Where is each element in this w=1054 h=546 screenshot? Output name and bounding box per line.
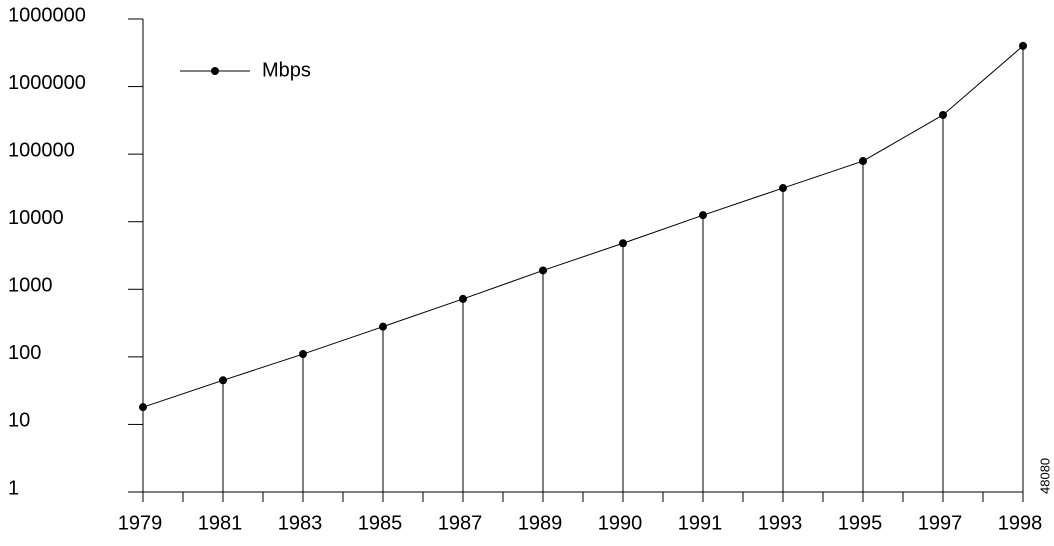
point: [459, 294, 467, 303]
legend-label: Mbps: [262, 59, 311, 81]
x-tick-label: 1998: [998, 512, 1043, 534]
x-tick-label: 1985: [358, 512, 403, 534]
y-tick-label: 1000000: [8, 4, 86, 26]
x-tick-label: 1981: [198, 512, 243, 534]
x-tick-label: 1989: [518, 512, 563, 534]
y-tick-label: 1000000: [8, 72, 86, 94]
y-tick-label: 1: [8, 477, 19, 499]
point: [1019, 41, 1027, 50]
y-tick-label: 1000: [8, 275, 53, 297]
point: [219, 376, 227, 385]
point: [939, 110, 947, 119]
figure-id: 48080: [1037, 458, 1052, 494]
point: [619, 239, 627, 248]
x-tick-label: 1983: [278, 512, 323, 534]
point: [539, 266, 547, 275]
x-tick-label: 1987: [438, 512, 483, 534]
y-tick-label: 10: [8, 410, 30, 432]
point: [379, 322, 387, 331]
x-tick-label: 1979: [118, 512, 163, 534]
y-tick-label: 100: [8, 342, 41, 364]
x-tick-label: 1990: [598, 512, 643, 534]
point: [859, 157, 867, 166]
point: [139, 403, 147, 412]
legend-marker: [211, 67, 219, 75]
y-tick-label: 10000: [8, 207, 64, 229]
point: [699, 211, 707, 220]
y-tick-label: 100000: [8, 139, 75, 161]
x-tick-label: 1993: [758, 512, 803, 534]
point: [299, 350, 307, 359]
x-tick-label: 1997: [918, 512, 963, 534]
point: [779, 184, 787, 193]
series-line: [142, 45, 1024, 408]
x-tick-label: 1995: [838, 512, 883, 534]
x-tick-label: 1991: [678, 512, 723, 534]
